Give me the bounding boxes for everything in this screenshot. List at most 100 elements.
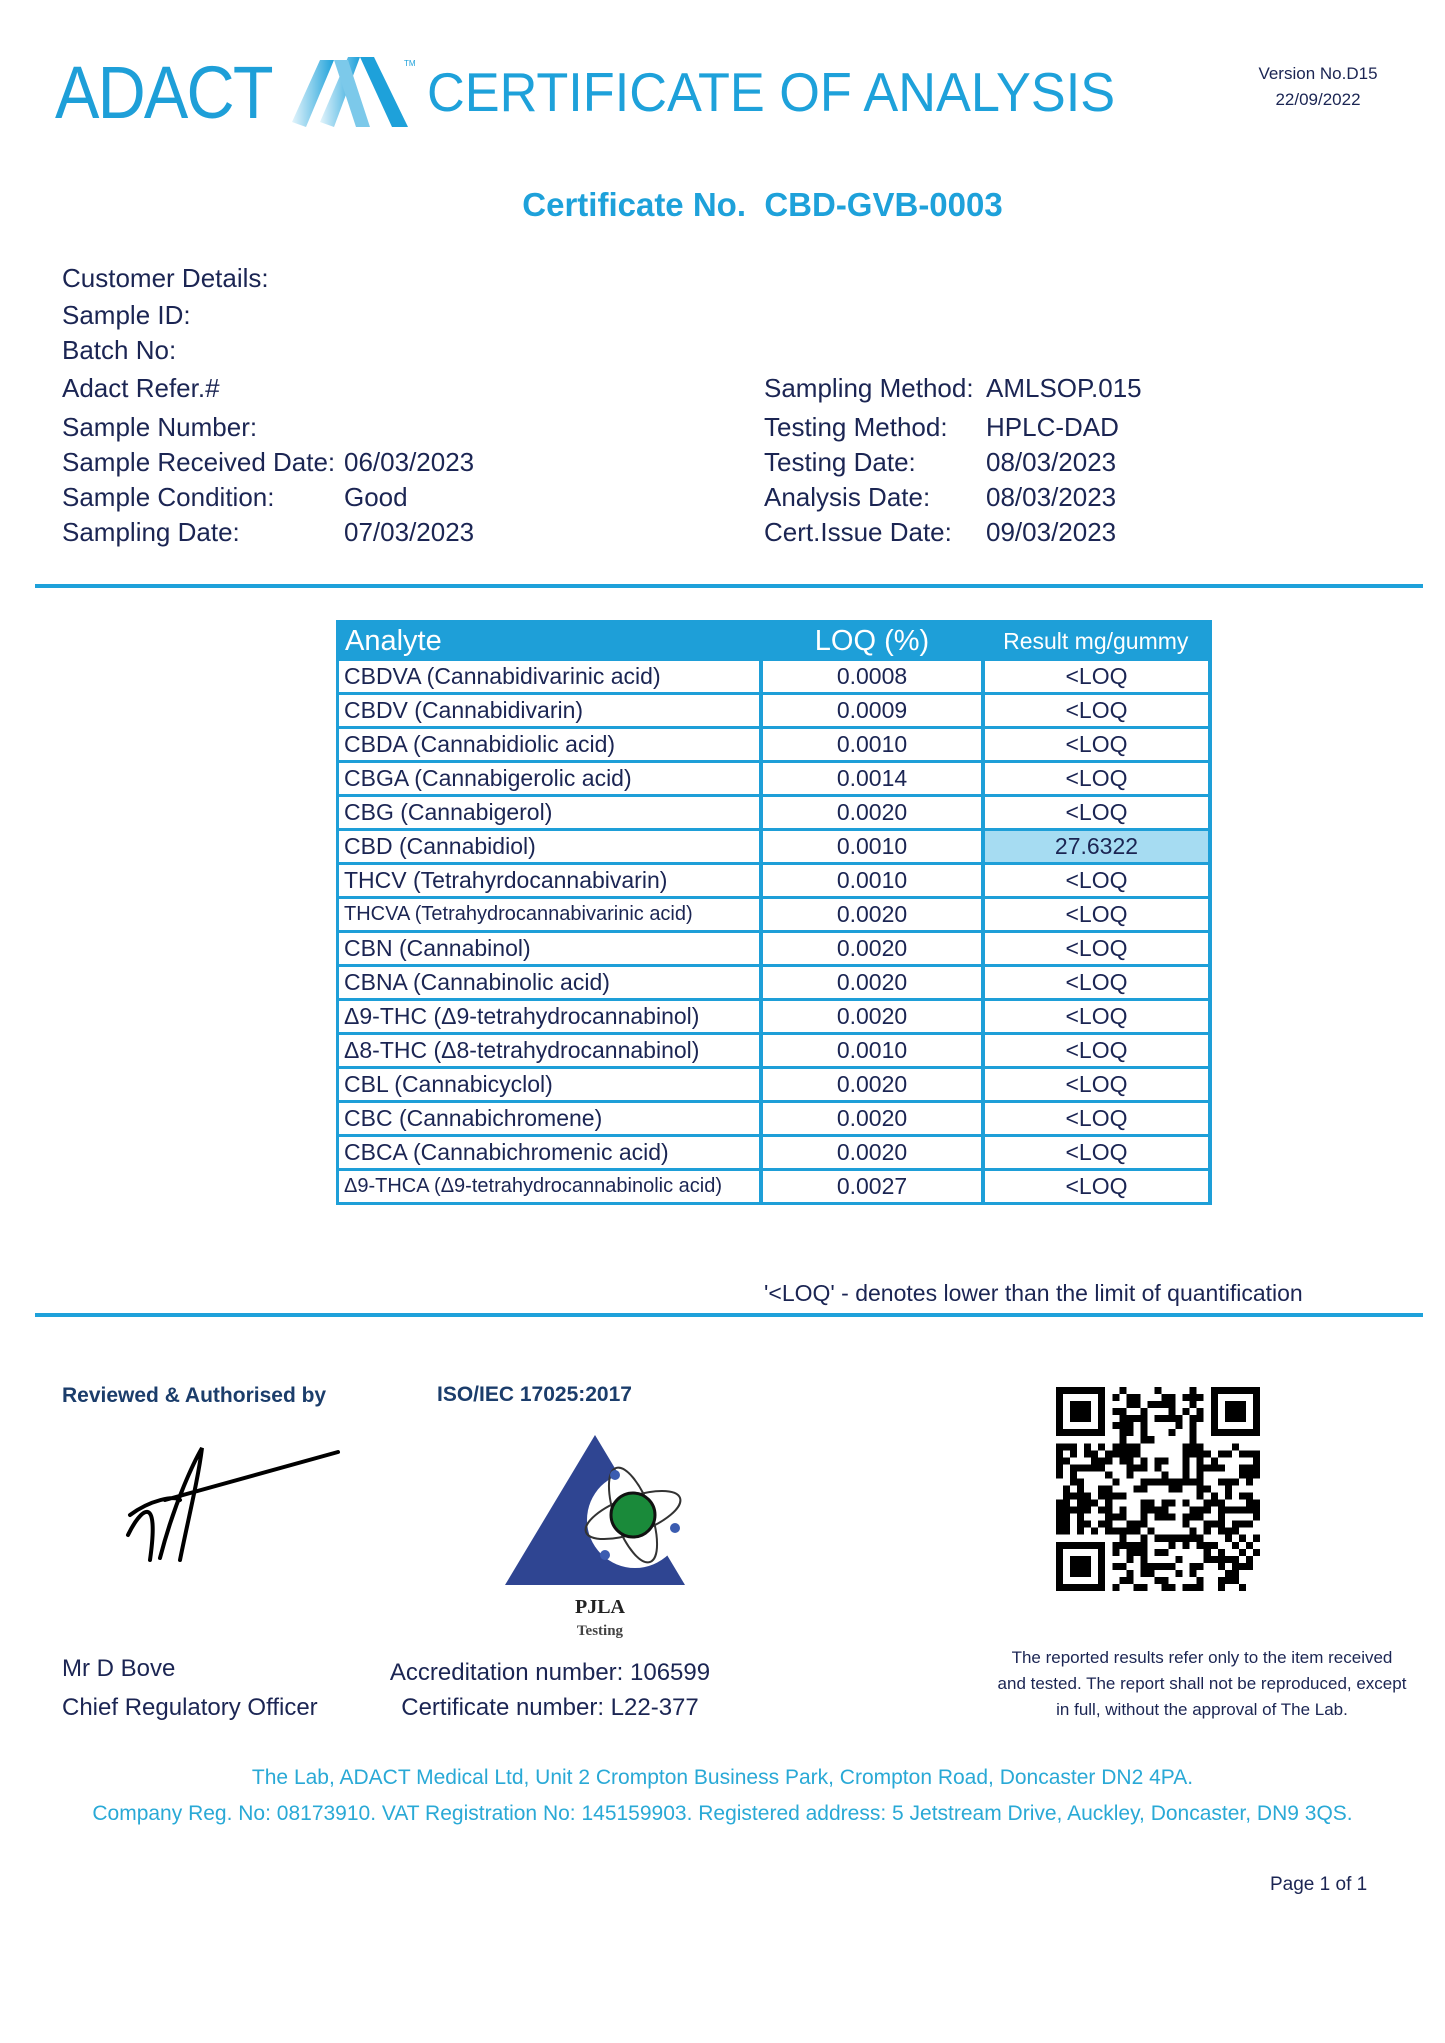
detail-label: Testing Date: <box>764 447 916 477</box>
analyte-name: CBG (Cannabigerol) <box>336 794 763 831</box>
document-title: CERTIFICATE OF ANALYSIS <box>427 61 1116 123</box>
result-value: <LOQ <box>982 726 1212 763</box>
header-loq: LOQ (%) <box>814 624 930 657</box>
result-value: <LOQ <box>982 692 1212 729</box>
detail-label: Testing Method: <box>764 412 948 442</box>
disclaimer-line: The reported results refer only to the i… <box>1011 1648 1393 1667</box>
accreditation-number: Accreditation number: 106599 <box>389 1659 711 1686</box>
certificate-label: Certificate No. <box>522 186 746 223</box>
adact-logo-mark-icon: TM <box>292 57 416 127</box>
result-value: <LOQ <box>982 930 1212 967</box>
table-row: THCV (Tetrahyrdocannabivarin) 0.0010 <LO… <box>336 862 1212 899</box>
analyte-name: CBGA (Cannabigerolic acid) <box>336 760 763 797</box>
signatory-role: Chief Regulatory Officer <box>62 1694 318 1721</box>
analyte-results-table: Analyte LOQ (%) Result mg/gummy CBDVA (C… <box>336 620 1212 1205</box>
result-value: <LOQ <box>982 794 1212 831</box>
loq-value: 0.0020 <box>760 794 985 831</box>
footer-registration: Company Reg. No: 08173910. VAT Registrat… <box>92 1802 1353 1825</box>
table-row: CBN (Cannabinol) 0.0020 <LOQ <box>336 930 1212 967</box>
detail-value: AMLSOP.015 <box>986 373 1142 403</box>
logo-text: ADACT <box>55 51 274 134</box>
loq-value: 0.0020 <box>760 896 985 933</box>
page-number: Page 1 of 1 <box>1270 1874 1368 1895</box>
pjla-subtext: Testing <box>577 1623 624 1639</box>
analyte-name: CBDV (Cannabidivarin) <box>336 692 763 729</box>
detail-value: 08/03/2023 <box>986 447 1117 477</box>
disclaimer-line: and tested. The report shall not be repr… <box>997 1674 1407 1693</box>
certificate-number: Certificate No. CBD-GVB-0003 <box>0 186 1445 224</box>
certificate-value: CBD-GVB-0003 <box>764 186 1003 223</box>
detail-label: Sampling Date: <box>62 517 240 547</box>
result-value: <LOQ <box>982 659 1212 695</box>
result-value: <LOQ <box>982 1066 1212 1103</box>
analyte-name: CBD (Cannabidiol) <box>336 828 763 865</box>
loq-value: 0.0009 <box>760 692 985 729</box>
iso-standard: ISO/IEC 17025:2017 <box>437 1383 632 1406</box>
result-value: <LOQ <box>982 964 1212 1001</box>
disclaimer-line: in full, without the approval of The Lab… <box>1056 1700 1348 1719</box>
table-row: Δ9-THCA (Δ9-tetrahydrocannabinolic acid)… <box>336 1168 1212 1205</box>
detail-label: Analysis Date: <box>764 482 931 512</box>
divider <box>35 1313 1423 1317</box>
analyte-name: CBNA (Cannabinolic acid) <box>336 964 763 1001</box>
analyte-name: CBDVA (Cannabidivarinic acid) <box>336 659 763 695</box>
loq-value: 0.0010 <box>760 726 985 763</box>
pjla-certificate-number: Certificate number: L22-377 <box>401 1694 699 1721</box>
result-value: <LOQ <box>982 998 1212 1035</box>
table-row: CBGA (Cannabigerolic acid) 0.0014 <LOQ <box>336 760 1212 797</box>
loq-value: 0.0010 <box>760 828 985 865</box>
analyte-name: Δ9-THCA (Δ9-tetrahydrocannabinolic acid) <box>336 1168 763 1205</box>
detail-label: Batch No: <box>62 335 177 365</box>
table-row: CBD (Cannabidiol) 0.0010 27.6322 <box>336 828 1212 865</box>
detail-label: Customer Details: <box>62 263 269 293</box>
loq-value: 0.0020 <box>760 930 985 967</box>
loq-value: 0.0020 <box>760 964 985 1001</box>
analyte-name: CBC (Cannabichromene) <box>336 1100 763 1137</box>
table-row: CBL (Cannabicyclol) 0.0020 <LOQ <box>336 1066 1212 1103</box>
detail-value: 09/03/2023 <box>986 517 1117 547</box>
divider <box>35 584 1423 588</box>
table-row: CBDVA (Cannabidivarinic acid) 0.0008 <LO… <box>336 659 1212 695</box>
table-row: CBCA (Cannabichromenic acid) 0.0020 <LOQ <box>336 1134 1212 1171</box>
signature-image <box>126 1446 340 1562</box>
result-value: <LOQ <box>982 1168 1212 1205</box>
table-row: CBC (Cannabichromene) 0.0020 <LOQ <box>336 1100 1212 1137</box>
pjla-logo-icon: PJLA Testing <box>505 1435 685 1639</box>
detail-value: HPLC-DAD <box>986 412 1119 442</box>
analyte-name: CBDA (Cannabidiolic acid) <box>336 726 763 763</box>
detail-value: Good <box>344 482 408 512</box>
loq-value: 0.0020 <box>760 998 985 1035</box>
table-header-row: Analyte LOQ (%) Result mg/gummy <box>338 622 1211 661</box>
authorisation-heading: Reviewed & Authorised by <box>62 1384 327 1407</box>
loq-value: 0.0010 <box>760 862 985 899</box>
loq-value: 0.0010 <box>760 1032 985 1069</box>
qr-code[interactable] <box>1049 1387 1267 1591</box>
version-date: 22/09/2022 <box>1275 90 1361 109</box>
signatory-name: Mr D Bove <box>62 1655 176 1682</box>
trademark: TM <box>404 59 416 68</box>
result-value: 27.6322 <box>982 828 1212 865</box>
loq-value: 0.0027 <box>760 1168 985 1205</box>
header-result: Result mg/gummy <box>1003 627 1189 654</box>
table-row: CBDV (Cannabidivarin) 0.0009 <LOQ <box>336 692 1212 729</box>
detail-label: Sample Received Date: <box>62 447 336 477</box>
table-row: CBDA (Cannabidiolic acid) 0.0010 <LOQ <box>336 726 1212 763</box>
analyte-name: THCVA (Tetrahydrocannabivarinic acid) <box>336 896 763 933</box>
analyte-name: CBCA (Cannabichromenic acid) <box>336 1134 763 1171</box>
detail-label: Sample ID: <box>62 300 191 330</box>
table-row: Δ8-THC (Δ8-tetrahydrocannabinol) 0.0010 … <box>336 1032 1212 1069</box>
detail-label: Cert.Issue Date: <box>764 517 952 547</box>
analyte-name: Δ8-THC (Δ8-tetrahydrocannabinol) <box>336 1032 763 1069</box>
analyte-name: THCV (Tetrahyrdocannabivarin) <box>336 862 763 899</box>
detail-label: Sample Number: <box>62 412 258 442</box>
version-number: Version No.D15 <box>1258 64 1378 83</box>
result-value: <LOQ <box>982 862 1212 899</box>
header-analyte: Analyte <box>345 624 442 657</box>
detail-label: Sampling Method: <box>764 373 974 403</box>
result-value: <LOQ <box>982 896 1212 933</box>
detail-value: 07/03/2023 <box>344 517 475 547</box>
detail-value: 08/03/2023 <box>986 482 1117 512</box>
result-value: <LOQ <box>982 760 1212 797</box>
table-row: Δ9-THC (Δ9-tetrahydrocannabinol) 0.0020 … <box>336 998 1212 1035</box>
loq-value: 0.0020 <box>760 1066 985 1103</box>
